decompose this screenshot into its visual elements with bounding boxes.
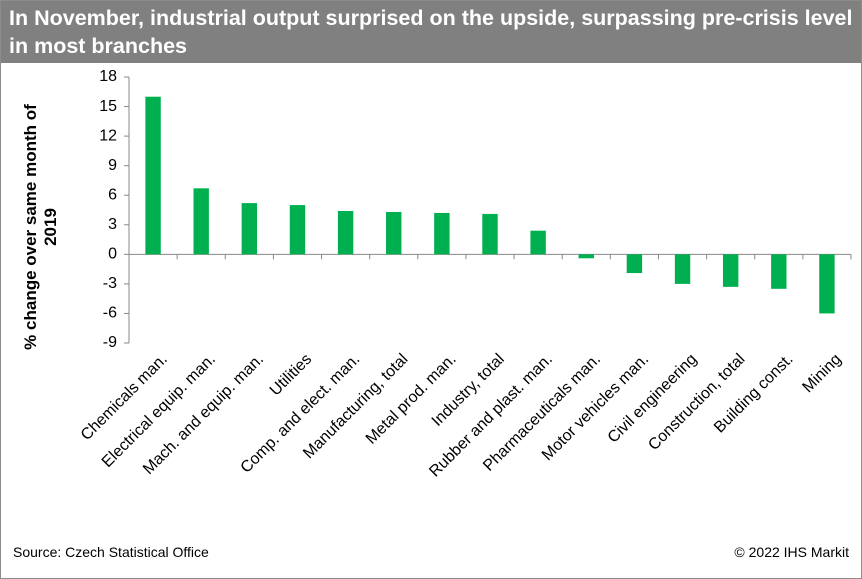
y-tick-label: 12: [99, 127, 117, 144]
bar: [771, 254, 787, 289]
bar: [337, 210, 354, 255]
y-tick-label: 6: [108, 186, 117, 203]
x-tick-label: Chemicals man.: [78, 351, 171, 444]
x-tick-label: Metal prod. man.: [363, 351, 460, 448]
y-tick-label: 3: [108, 216, 117, 233]
bar: [434, 212, 450, 255]
x-tick-label: Utilities: [267, 351, 315, 399]
copyright: © 2022 IHS Markit: [734, 544, 849, 560]
bar: [578, 254, 594, 259]
bar: [193, 188, 209, 255]
bar: [819, 254, 835, 314]
bar: [530, 230, 546, 255]
x-tick-label: Mining: [799, 351, 844, 396]
bar: [626, 254, 643, 274]
bar: [386, 211, 402, 255]
y-tick-label: -3: [103, 275, 117, 292]
x-tick-label: Civil engineering: [605, 351, 701, 447]
source-note: Source: Czech Statistical Office: [13, 544, 209, 560]
y-tick-label: 15: [99, 98, 117, 115]
y-tick-label: 9: [108, 157, 117, 174]
y-tick-label: 18: [99, 68, 117, 85]
bar: [674, 254, 691, 284]
bar: [482, 213, 498, 255]
bar: [722, 254, 739, 287]
chart-title: In November, industrial output surprised…: [1, 1, 861, 63]
bar: [145, 96, 161, 255]
y-tick-label: 0: [108, 246, 117, 263]
bar: [289, 205, 306, 255]
y-tick-label: -9: [103, 334, 117, 351]
bar: [241, 203, 258, 255]
y-tick-label: -6: [103, 305, 117, 322]
